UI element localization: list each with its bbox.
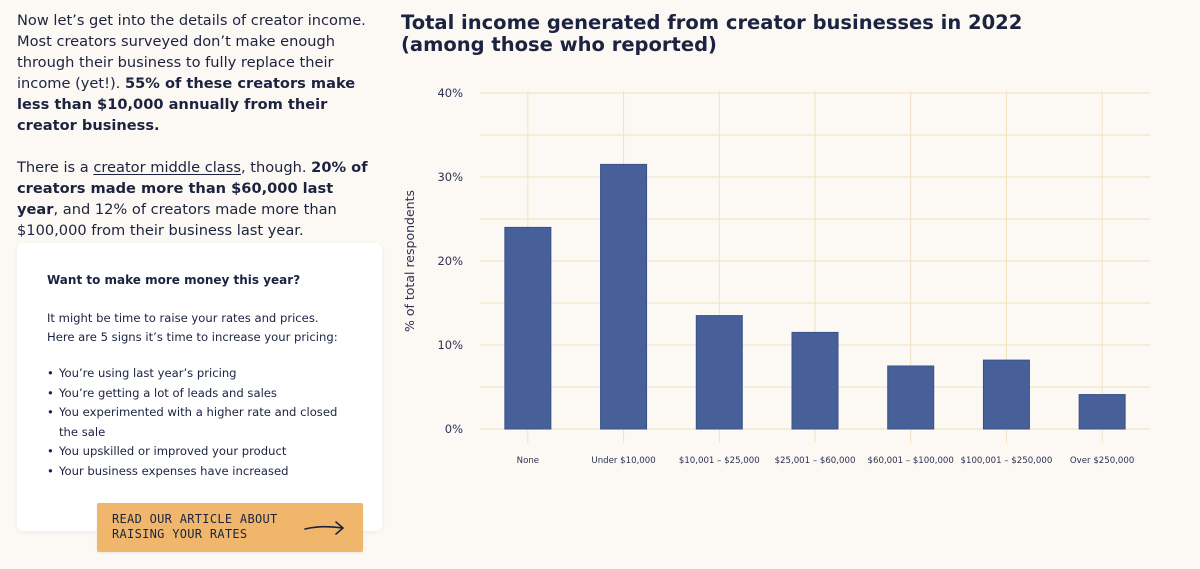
intro-paragraph-1: Now let’s get into the details of creato…: [17, 10, 377, 136]
bar: [982, 359, 1030, 430]
x-tick-label: $25,001 – $60,000: [775, 456, 856, 466]
list-item: Your business expenses have increased: [47, 462, 347, 482]
intro-highlight: 55% of these creators make less than $10…: [17, 75, 356, 134]
y-tick-label: 10%: [437, 338, 463, 352]
list-item: You experimented with a higher rate and …: [47, 403, 347, 442]
y-tick-label: 0%: [445, 422, 463, 436]
x-tick-label: Over $250,000: [1070, 456, 1134, 466]
y-tick-label: 40%: [437, 86, 463, 100]
intro-paragraph-2: There is a creator middle class, though.…: [17, 157, 377, 241]
read-article-button[interactable]: READ OUR ARTICLE ABOUT RAISING YOUR RATE…: [97, 503, 363, 552]
pricing-signs-list: You’re using last year’s pricing You’re …: [47, 364, 347, 481]
x-tick-label: $100,001 – $250,000: [961, 456, 1053, 466]
creator-middle-class-link[interactable]: creator middle class: [93, 159, 241, 176]
card-title: Want to make more money this year?: [47, 273, 301, 287]
x-tick-label: None: [517, 456, 539, 466]
pricing-tip-card: Want to make more money this year? It mi…: [17, 243, 382, 531]
intro-text: Now let’s get into the details of creato…: [17, 12, 366, 92]
middle-class-text-3: , and 12% of creators made more than $10…: [17, 201, 337, 239]
y-axis-label: % of total respondents: [402, 190, 417, 332]
list-item: You’re getting a lot of leads and sales: [47, 384, 347, 404]
x-tick-label: $60,001 – $100,000: [868, 456, 954, 466]
middle-class-text: There is a: [17, 159, 94, 176]
chart-title: Total income generated from creator busi…: [401, 11, 1023, 56]
x-tick-label: Under $10,000: [591, 456, 655, 466]
middle-class-highlight: 20% of creators made more than $60,000 l…: [17, 159, 368, 218]
list-item: You’re using last year’s pricing: [47, 364, 347, 384]
y-tick-label: 20%: [437, 254, 463, 268]
article-text: Now let’s get into the details of creato…: [17, 10, 377, 241]
bar: [600, 163, 648, 430]
card-body: It might be time to raise your rates and…: [47, 311, 338, 344]
x-tick-label: $10,001 – $25,000: [679, 456, 760, 466]
bar: [504, 226, 552, 430]
bar: [695, 315, 743, 430]
arrow-right-icon: [304, 521, 344, 535]
bar: [1078, 394, 1126, 430]
list-item: You upskilled or improved your product: [47, 442, 347, 462]
bar: [887, 365, 935, 430]
cta-label: READ OUR ARTICLE ABOUT RAISING YOUR RATE…: [112, 512, 278, 541]
bar: [791, 331, 839, 430]
y-tick-label: 30%: [437, 170, 463, 184]
middle-class-text-2: , though.: [240, 159, 312, 176]
income-bar-chart: 0% 10% 20% 30% 40% % of total respondents None…: [402, 86, 1150, 466]
